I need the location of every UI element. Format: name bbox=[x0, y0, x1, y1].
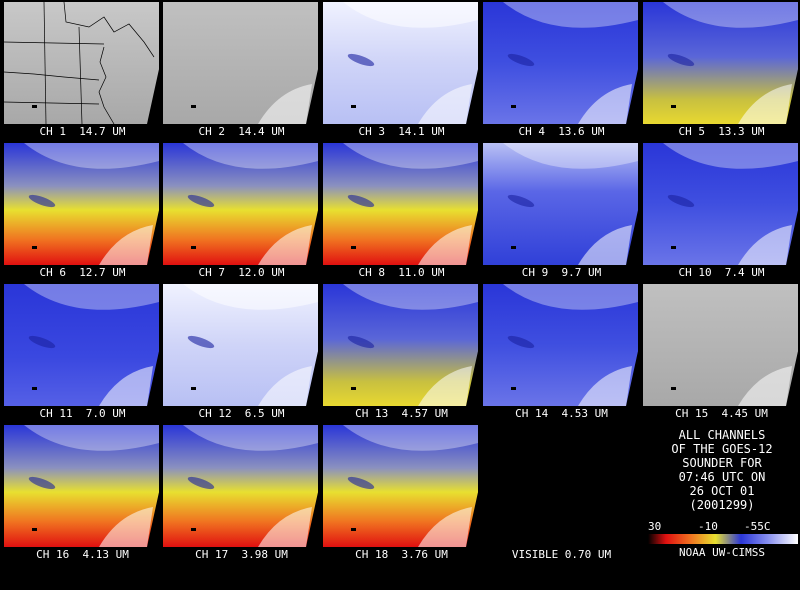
channel-label: CH 14 4.53 UM bbox=[483, 407, 640, 421]
channel-image bbox=[163, 425, 318, 547]
channel-image bbox=[483, 143, 638, 265]
channel-panel: CH 18 3.76 UM bbox=[323, 425, 480, 562]
channel-label: CH 7 12.0 UM bbox=[163, 266, 320, 280]
channel-panel: VISIBLE 0.70 UM bbox=[483, 425, 640, 562]
channel-panel: CH 5 13.3 UM bbox=[643, 2, 800, 139]
channel-image bbox=[643, 143, 798, 265]
channel-image bbox=[163, 284, 318, 406]
channel-label: CH 8 11.0 UM bbox=[323, 266, 480, 280]
channel-image bbox=[4, 143, 159, 265]
channel-panel: CH 2 14.4 UM bbox=[163, 2, 320, 139]
channel-label: CH 17 3.98 UM bbox=[163, 548, 320, 562]
channel-image bbox=[163, 2, 318, 124]
credit-text: NOAA UW-CIMSS bbox=[678, 546, 766, 559]
scale-label-warm: 30 bbox=[648, 520, 662, 533]
info-line: ALL CHANNELS bbox=[678, 428, 766, 442]
channel-image bbox=[323, 143, 478, 265]
channel-image bbox=[483, 2, 638, 124]
channel-image bbox=[4, 284, 159, 406]
channel-panel: CH 14 4.53 UM bbox=[483, 284, 640, 421]
channel-image bbox=[4, 2, 159, 124]
info-panel: ALL CHANNELS OF THE GOES-12 SOUNDER FOR … bbox=[644, 428, 800, 560]
channel-label: CH 13 4.57 UM bbox=[323, 407, 480, 421]
channel-panel: CH 12 6.5 UM bbox=[163, 284, 320, 421]
channel-panel: CH 7 12.0 UM bbox=[163, 143, 320, 280]
channel-panel: CH 6 12.7 UM bbox=[4, 143, 161, 280]
color-scale-bar bbox=[648, 534, 798, 544]
channel-image bbox=[643, 284, 798, 406]
channel-image-grid: CH 1 14.7 UM CH 2 14.4 UM CH 3 14.1 UM CH 4… bbox=[4, 2, 800, 562]
channel-panel: CH 11 7.0 UM bbox=[4, 284, 161, 421]
channel-label: CH 16 4.13 UM bbox=[4, 548, 161, 562]
channel-image bbox=[323, 284, 478, 406]
channel-image bbox=[483, 425, 640, 547]
channel-panel: CH 1 14.7 UM bbox=[4, 2, 161, 139]
channel-label: VISIBLE 0.70 UM bbox=[483, 548, 640, 562]
scale-label-cold: -55C bbox=[744, 520, 771, 533]
channel-label: CH 5 13.3 UM bbox=[643, 125, 800, 139]
channel-panel: CH 16 4.13 UM bbox=[4, 425, 161, 562]
channel-label: CH 1 14.7 UM bbox=[4, 125, 161, 139]
channel-label: CH 9 9.7 UM bbox=[483, 266, 640, 280]
channel-panel: CH 17 3.98 UM bbox=[163, 425, 320, 562]
channel-label: CH 3 14.1 UM bbox=[323, 125, 480, 139]
channel-label: CH 10 7.4 UM bbox=[643, 266, 800, 280]
info-line: 07:46 UTC ON bbox=[678, 470, 766, 484]
channel-panel: CH 13 4.57 UM bbox=[323, 284, 480, 421]
channel-image bbox=[323, 425, 478, 547]
channel-label: CH 6 12.7 UM bbox=[4, 266, 161, 280]
info-line: SOUNDER FOR bbox=[682, 456, 762, 470]
color-scale-labels: 30 -10 -55C bbox=[648, 520, 798, 533]
channel-panel: CH 4 13.6 UM bbox=[483, 2, 640, 139]
channel-panel: CH 8 11.0 UM bbox=[323, 143, 480, 280]
info-line: (2001299) bbox=[689, 498, 755, 512]
channel-label: CH 4 13.6 UM bbox=[483, 125, 640, 139]
info-line: OF THE GOES-12 bbox=[671, 442, 773, 456]
channel-image bbox=[323, 2, 478, 124]
channel-label: CH 2 14.4 UM bbox=[163, 125, 320, 139]
channel-image bbox=[4, 425, 159, 547]
channel-image bbox=[643, 2, 798, 124]
info-line: 26 OCT 01 bbox=[689, 484, 755, 498]
channel-image bbox=[483, 284, 638, 406]
channel-label: CH 11 7.0 UM bbox=[4, 407, 161, 421]
scale-label-mid: -10 bbox=[698, 520, 718, 533]
channel-panel: CH 9 9.7 UM bbox=[483, 143, 640, 280]
channel-panel: CH 10 7.4 UM bbox=[643, 143, 800, 280]
channel-panel: CH 3 14.1 UM bbox=[323, 2, 480, 139]
channel-label: CH 15 4.45 UM bbox=[643, 407, 800, 421]
channel-label: CH 12 6.5 UM bbox=[163, 407, 320, 421]
channel-image bbox=[163, 143, 318, 265]
channel-panel: CH 15 4.45 UM bbox=[643, 284, 800, 421]
channel-label: CH 18 3.76 UM bbox=[323, 548, 480, 562]
